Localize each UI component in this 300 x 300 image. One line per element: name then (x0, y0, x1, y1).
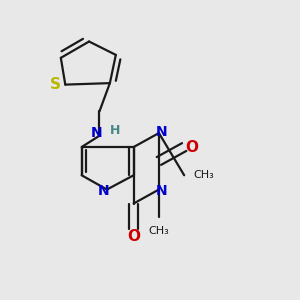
Text: CH₃: CH₃ (148, 226, 169, 236)
Text: O: O (185, 140, 198, 154)
Text: N: N (98, 184, 110, 198)
Text: S: S (50, 77, 60, 92)
Text: H: H (110, 124, 120, 137)
Text: N: N (156, 124, 168, 139)
Text: O: O (127, 229, 140, 244)
Text: N: N (156, 184, 168, 198)
Text: N: N (91, 126, 102, 140)
Text: CH₃: CH₃ (194, 170, 214, 180)
